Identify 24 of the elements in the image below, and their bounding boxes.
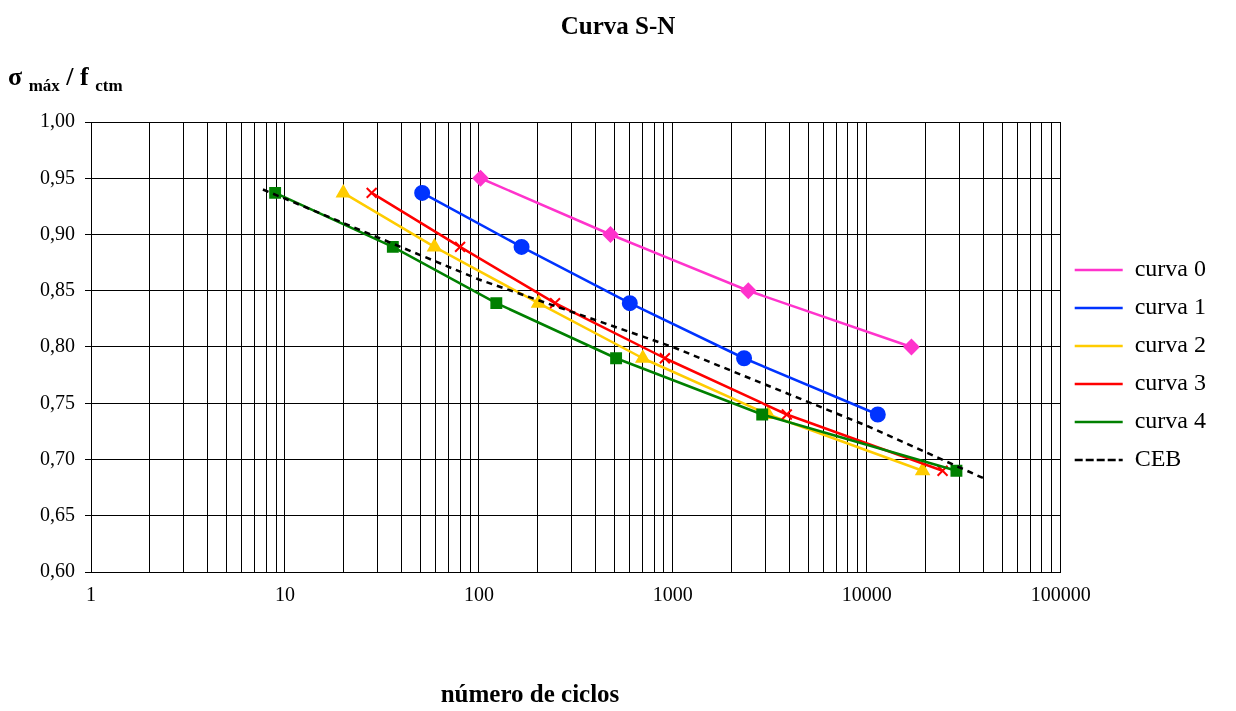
y-tick-label: 0,75 bbox=[40, 390, 75, 413]
y-tick-label: 0,80 bbox=[40, 334, 75, 357]
y-axis-title: σ $_{máx}$ / f $_{ctm}$ bbox=[8, 62, 123, 97]
y-tick-label: 0,65 bbox=[40, 503, 75, 525]
y-tick-label: 0,95 bbox=[40, 165, 75, 188]
y-tick-label: 0,85 bbox=[40, 278, 75, 300]
legend-label: curva 4 bbox=[1134, 407, 1206, 434]
legend-label: curva 1 bbox=[1134, 293, 1206, 320]
x-axis-title: número de ciclos bbox=[439, 680, 621, 708]
x-tick-label: 100000 bbox=[1030, 583, 1091, 606]
y-tick-label: 0,60 bbox=[40, 559, 75, 582]
legend-label: CEB bbox=[1134, 445, 1182, 472]
x-tick-label: 10 bbox=[274, 583, 295, 606]
x-tick-label: 100 bbox=[463, 583, 494, 606]
legend-label: curva 3 bbox=[1134, 369, 1206, 396]
y-tick-label: 0,70 bbox=[40, 446, 75, 469]
y-tick-label: 0,90 bbox=[40, 221, 75, 244]
y-tick-label: 1,00 bbox=[40, 109, 75, 132]
chart-title: Curva S-N bbox=[559, 12, 677, 40]
legend-label: curva 2 bbox=[1134, 331, 1206, 358]
x-tick-label: 10000 bbox=[841, 583, 892, 606]
legend-label: curva 0 bbox=[1134, 255, 1206, 282]
x-tick-label: 1 bbox=[86, 583, 96, 606]
x-tick-label: 1000 bbox=[652, 583, 693, 606]
